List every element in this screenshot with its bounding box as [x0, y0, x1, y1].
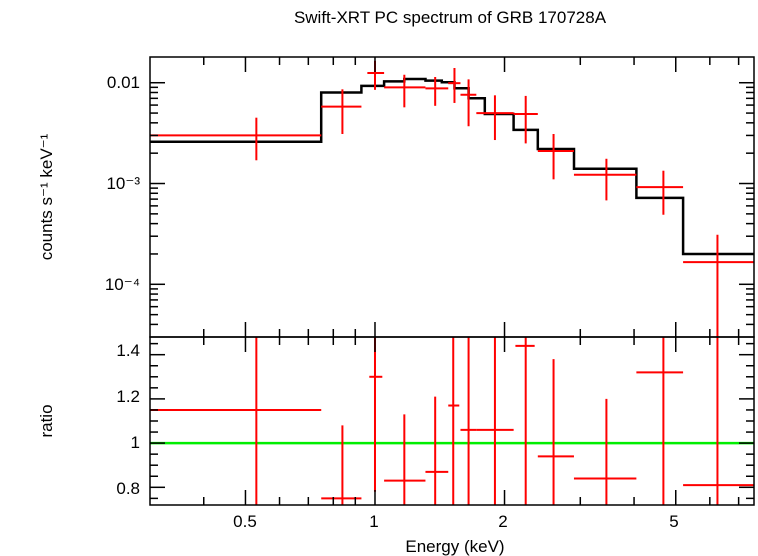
ratio-point-9: [537, 359, 574, 505]
y-tick-label-1e-3: 10⁻³: [106, 174, 140, 193]
spectrum-ticks: [150, 57, 754, 337]
y-tick-label-0.01: 0.01: [107, 73, 140, 92]
x-tick-label-2: 2: [498, 512, 507, 531]
x-axis-label: Energy (keV): [405, 537, 504, 556]
ratio-y-axis-label: ratio: [37, 404, 56, 437]
ratio-ticks: [150, 337, 754, 505]
data-point-6: [460, 79, 477, 127]
data-point-5: [448, 68, 461, 103]
data-point-4: [425, 76, 449, 106]
data-point-1: [321, 89, 362, 134]
ratio-tick-label-1: 1: [131, 433, 140, 452]
x-tick-label-0.5: 0.5: [233, 512, 257, 531]
ratio-tick-label-1.2: 1.2: [116, 387, 140, 406]
chart-title: Swift-XRT PC spectrum of GRB 170728A: [294, 8, 607, 27]
data-point-11: [636, 170, 684, 215]
ratio-panel-frame: [149, 336, 755, 506]
ratio-point-11: [636, 337, 684, 505]
model-series: [150, 77, 754, 256]
ratio-point-3: [384, 414, 426, 505]
data-point-8: [513, 95, 538, 144]
ratio-point-7: [476, 337, 514, 505]
y-tick-label-1e-4: 10⁻⁴: [105, 275, 140, 294]
data-series: [150, 60, 754, 337]
ratio-point-10: [573, 398, 637, 505]
data-point-12: [683, 234, 754, 337]
x-tick-label-5: 5: [669, 512, 678, 531]
data-point-7: [476, 95, 514, 141]
ratio-point-0: [150, 337, 322, 505]
ratio-point-5: [448, 337, 460, 505]
ratio-tick-label-0.8: 0.8: [116, 479, 140, 498]
ratio-point-1: [321, 425, 362, 505]
ratio-series: [150, 337, 754, 505]
data-point-0: [150, 117, 322, 161]
ratio-point-8: [515, 337, 535, 505]
ratio-point-2: [369, 337, 383, 492]
model-step-line: [150, 77, 754, 256]
ratio-point-4: [425, 396, 449, 505]
spectrum-panel: 10⁻⁴ 10⁻³ 0.01 counts s⁻¹ keV⁻¹: [37, 57, 754, 337]
ratio-tick-label-1.4: 1.4: [116, 341, 140, 360]
ratio-point-6: [460, 337, 477, 505]
x-tick-label-1: 1: [369, 512, 378, 531]
spectrum-y-axis-label: counts s⁻¹ keV⁻¹: [37, 133, 56, 260]
data-point-10: [573, 158, 637, 201]
ratio-panel: 0.8 1 1.2 1.4 ratio: [37, 337, 754, 505]
data-point-3: [384, 74, 426, 108]
data-point-9: [537, 133, 574, 180]
ratio-point-12: [683, 337, 754, 505]
